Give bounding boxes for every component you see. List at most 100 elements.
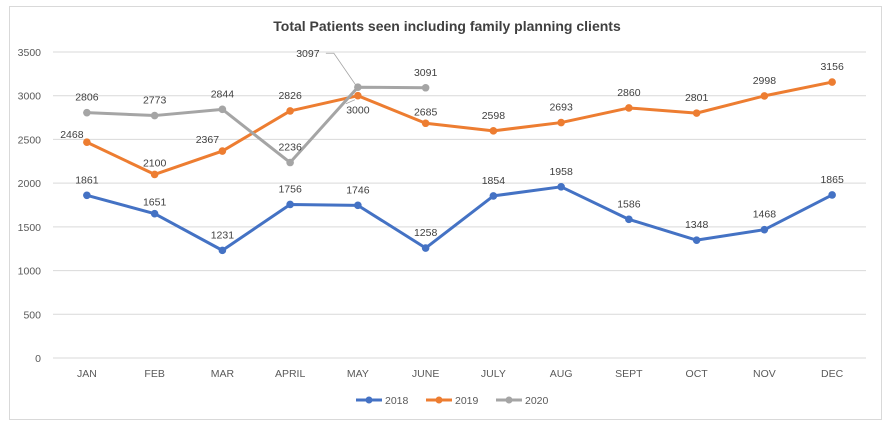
y-tick-label: 500 <box>23 309 41 321</box>
data-point-2019 <box>83 138 91 147</box>
data-point-2018 <box>692 236 701 244</box>
x-tick-label: MAR <box>211 368 235 380</box>
data-point-2018 <box>83 191 91 200</box>
data-point-2019 <box>692 109 701 117</box>
data-label-2018: 1468 <box>753 209 777 221</box>
data-point-2020 <box>83 108 91 117</box>
data-point-2019 <box>557 118 565 127</box>
x-tick-label: JUNE <box>412 368 439 380</box>
legend-label: 2018 <box>385 395 409 407</box>
x-tick-label: OCT <box>686 368 709 380</box>
data-label-2019: 2998 <box>753 75 777 87</box>
data-point-2020 <box>421 83 430 92</box>
x-tick-label: NOV <box>753 368 776 380</box>
data-label-2018: 1861 <box>75 174 99 186</box>
legend-swatch-marker <box>435 396 443 404</box>
series-2019 <box>83 78 836 179</box>
chart-title: Total Patients seen including family pla… <box>273 18 621 34</box>
data-label-2019: 2468 <box>60 129 84 141</box>
data-point-2019 <box>354 91 362 100</box>
data-label-2020: 2806 <box>75 92 99 104</box>
legend-item-2018: 2018 <box>356 395 409 407</box>
data-point-2019 <box>760 92 769 100</box>
y-tick-label: 1500 <box>18 222 42 234</box>
legend-item-2019: 2019 <box>426 395 479 407</box>
data-label-2018: 1746 <box>346 184 370 196</box>
data-label-2019: 2100 <box>143 157 167 169</box>
data-label-2018: 1958 <box>549 166 573 178</box>
y-axis: 0 500 1000 1500 2000 2500 3000 3500 <box>18 47 42 365</box>
legend-label: 2019 <box>455 395 479 407</box>
data-point-2018 <box>489 192 498 200</box>
data-point-2019 <box>286 107 294 115</box>
data-point-2018 <box>354 201 362 210</box>
leader-line <box>345 99 356 105</box>
data-point-2018 <box>828 191 836 199</box>
legend: 2018 2019 2020 <box>356 395 549 407</box>
data-label-2019: 2826 <box>278 90 302 102</box>
y-tick-label: 3000 <box>18 91 42 103</box>
data-label-2020: 3097 <box>296 48 320 60</box>
data-point-2020 <box>286 158 294 167</box>
data-label-2018: 1865 <box>820 174 844 186</box>
data-label-2019: 2860 <box>617 87 641 99</box>
series-group <box>83 78 836 255</box>
data-label-2018: 1586 <box>617 198 641 210</box>
x-tick-label: JULY <box>481 368 506 380</box>
data-point-2019 <box>828 78 836 86</box>
legend-swatch-marker <box>365 396 373 404</box>
data-point-2020 <box>150 111 159 120</box>
data-point-2020 <box>218 105 227 114</box>
data-label-2019: 2693 <box>549 102 573 114</box>
data-point-2018 <box>218 246 227 255</box>
data-point-2019 <box>625 104 633 112</box>
series-line-2020 <box>86 85 426 165</box>
data-labels: 1861 1651 1231 1756 1746 1258 1854 1958 1586 1348… <box>60 48 844 241</box>
data-label-2019: 2685 <box>414 106 438 118</box>
series-2018 <box>83 183 836 255</box>
x-tick-label: APRIL <box>275 368 306 380</box>
gridlines <box>53 51 866 359</box>
data-label-2019: 2367 <box>196 134 220 146</box>
data-label-2020: 2844 <box>211 88 235 100</box>
data-point-2018 <box>625 215 633 224</box>
series-line-2019 <box>86 80 833 176</box>
data-label-2020: 2236 <box>278 142 302 154</box>
data-point-2018 <box>557 183 565 191</box>
x-axis: JAN FEB MAR APRIL MAY JUNE JULY AUG SEPT OCT NOV DE… <box>77 368 844 380</box>
data-label-2018: 1756 <box>278 183 302 195</box>
data-point-2018 <box>421 244 430 252</box>
data-point-2018 <box>150 209 159 218</box>
data-label-2018: 1854 <box>482 175 506 187</box>
legend-item-2020: 2020 <box>496 395 549 407</box>
x-tick-label: AUG <box>550 368 573 380</box>
series-line-2018 <box>86 185 833 252</box>
data-label-2018: 1231 <box>211 229 235 241</box>
data-point-2018 <box>760 225 769 234</box>
x-tick-label: DEC <box>821 368 844 380</box>
data-label-2018: 1348 <box>685 219 709 231</box>
y-tick-label: 3500 <box>18 47 42 59</box>
data-point-2018 <box>286 200 294 209</box>
y-tick-label: 2000 <box>18 178 42 190</box>
data-point-2020 <box>354 83 362 92</box>
data-label-2019: 2801 <box>685 92 709 104</box>
x-tick-label: FEB <box>144 368 164 380</box>
data-label-2020: 2773 <box>143 95 167 107</box>
leader-line <box>325 52 357 86</box>
data-label-2018: 1651 <box>143 197 167 209</box>
y-tick-label: 0 <box>35 353 41 365</box>
data-label-2018: 1258 <box>414 227 438 239</box>
data-label-2020: 3091 <box>414 67 438 79</box>
x-tick-label: MAY <box>347 368 369 380</box>
legend-swatch-marker <box>505 396 513 404</box>
data-point-2019 <box>489 127 498 135</box>
y-tick-label: 1000 <box>18 266 42 278</box>
data-point-2019 <box>421 119 430 128</box>
data-point-2019 <box>150 170 159 179</box>
x-tick-label: JAN <box>77 368 97 380</box>
data-label-2019: 2598 <box>482 110 506 122</box>
data-point-2019 <box>218 147 227 155</box>
series-2020 <box>83 83 430 167</box>
